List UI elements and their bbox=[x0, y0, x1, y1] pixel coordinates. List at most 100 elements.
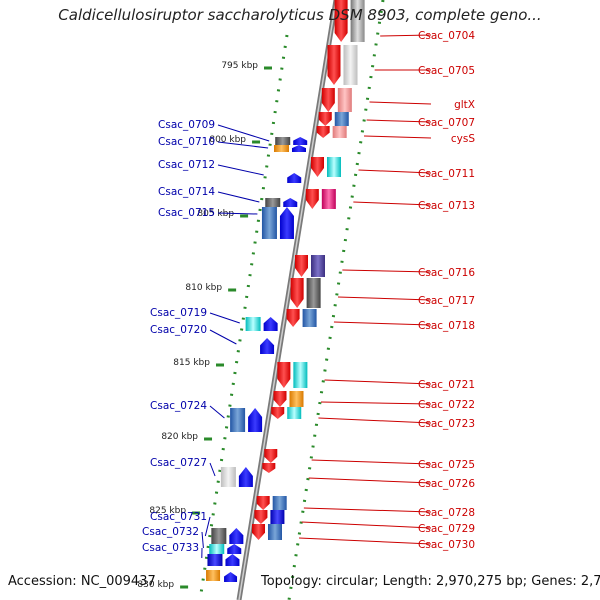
gene-label-csac-0724[interactable]: Csac_0724 bbox=[150, 400, 207, 412]
gene-block-csac-0709 bbox=[275, 137, 291, 145]
gene-arrow-csac-0730 bbox=[251, 524, 265, 540]
gene-block-cyss bbox=[332, 126, 347, 138]
track-guide-lines bbox=[198, 0, 385, 600]
ruler-tick-830-kbp: 830 kbp bbox=[137, 580, 189, 590]
leader-line-csac-0724 bbox=[209, 405, 225, 419]
gene-block-csac-0731 bbox=[211, 528, 227, 544]
gene-features bbox=[206, 0, 365, 582]
gene-label-csac-0711[interactable]: Csac_0711 bbox=[418, 168, 475, 180]
gene-label-csac-0729[interactable]: Csac_0729 bbox=[418, 523, 475, 535]
leader-line-gltx bbox=[369, 101, 432, 105]
gene-label-csac-0709[interactable]: Csac_0709 bbox=[158, 119, 215, 131]
gene-label-csac-0710[interactable]: Csac_0710 bbox=[158, 136, 215, 148]
gene-label-csac-0730[interactable]: Csac_0730 bbox=[418, 539, 475, 551]
gene-label-csac-0727[interactable]: Csac_0727 bbox=[150, 457, 207, 469]
ruler-tick-label: 815 kbp bbox=[173, 358, 210, 368]
gene-arrow-cyss bbox=[316, 126, 330, 138]
gene-label-csac-0732[interactable]: Csac_0732 bbox=[142, 526, 199, 538]
gene-arrow-csac-0731 bbox=[229, 528, 244, 544]
leader-line-csac-0717 bbox=[337, 296, 432, 301]
gene-label-csac-0712[interactable]: Csac_0712 bbox=[158, 159, 215, 171]
gene-block-csac-0707 bbox=[334, 112, 349, 126]
gene-label-csac-0728[interactable]: Csac_0728 bbox=[418, 507, 475, 519]
gene-label-csac-0722[interactable]: Csac_0722 bbox=[418, 399, 475, 411]
gene-arrow-csac-0715 bbox=[279, 207, 294, 239]
gene-label-gltx[interactable]: gltX bbox=[454, 99, 475, 111]
gene-arrow-csac-0733 bbox=[225, 554, 240, 566]
leader-line-csac-0712 bbox=[217, 164, 264, 176]
ruler-tick-label: 810 kbp bbox=[185, 283, 222, 293]
gene-label-csac-0731[interactable]: Csac_0731 bbox=[150, 511, 207, 523]
leader-line-csac-0704 bbox=[380, 34, 432, 37]
ruler-tick-label: 795 kbp bbox=[221, 61, 258, 71]
gene-arrow-csac-0704 bbox=[334, 0, 348, 42]
gene-block-csac-0730 bbox=[267, 524, 282, 540]
leader-line-csac-0719 bbox=[209, 312, 240, 324]
gene-label-csac-0705[interactable]: Csac_0705 bbox=[418, 65, 475, 77]
gene-arrow-csac-0724 bbox=[248, 408, 263, 432]
gene-labels: Csac_0704 Csac_0705 gltX Csac_0707 cysS Csac_… bbox=[142, 30, 475, 554]
gene-arrow-csac-0711 bbox=[311, 157, 325, 177]
ruler-tick-805-kbp: 805 kbp bbox=[197, 209, 249, 219]
gene-label-csac-0720[interactable]: Csac_0720 bbox=[150, 324, 207, 336]
gene-block-csac-0710 bbox=[273, 145, 289, 152]
leader-line-csac-0721 bbox=[324, 379, 432, 385]
leader-line-csac-0729 bbox=[301, 521, 432, 529]
gene-block-csac-0733 bbox=[207, 554, 223, 566]
gene-arrow-csac-0719 bbox=[263, 317, 278, 331]
gene-label-csac-0733[interactable]: Csac_0733 bbox=[142, 542, 199, 554]
ruler-tick-800-kbp: 800 kbp bbox=[209, 135, 261, 145]
gene-arrow-csac-0707 bbox=[318, 112, 332, 126]
gene-arrow-csac-0717 bbox=[290, 278, 304, 308]
gene-label-csac-0723[interactable]: Csac_0723 bbox=[418, 418, 475, 430]
gene-arrow-csac-0714 bbox=[283, 198, 298, 207]
gene-arrow-csac-0713 bbox=[305, 189, 319, 209]
map-title: Caldicellulosiruptor saccharolyticus DSM… bbox=[58, 6, 542, 24]
leader-line-cyss bbox=[363, 135, 432, 139]
ruler-tick-label: 800 kbp bbox=[209, 135, 246, 145]
gene-arrow-csac-0718 bbox=[286, 309, 300, 327]
gene-arrow-csac-0722 bbox=[273, 391, 287, 407]
gene-block-csac-0729 bbox=[270, 510, 285, 524]
gene-arrow-gltx bbox=[321, 88, 335, 112]
gene-label-csac-0714[interactable]: Csac_0714 bbox=[158, 186, 215, 198]
gene-block-gltx bbox=[337, 88, 352, 112]
ruler-tick-795-kbp: 795 kbp bbox=[221, 61, 273, 71]
gene-label-csac-0725[interactable]: Csac_0725 bbox=[418, 459, 475, 471]
gene-arrow-csac-0705 bbox=[327, 45, 341, 85]
gene-block-csac-0723 bbox=[287, 407, 302, 419]
kbp-ruler: 795 kbp 800 kbp 805 kbp 810 kbp 815 kbp 820 k… bbox=[137, 61, 273, 590]
gene-label-cyss[interactable]: cysS bbox=[451, 133, 475, 145]
gene-label-csac-0707[interactable]: Csac_0707 bbox=[418, 117, 475, 129]
gene-arrow-csac-0728 bbox=[256, 496, 270, 510]
gene-label-csac-0721[interactable]: Csac_0721 bbox=[418, 379, 475, 391]
gene-label-csac-0718[interactable]: Csac_0718 bbox=[418, 320, 475, 332]
gene-block-csac-0717 bbox=[306, 278, 321, 308]
leader-line-csac-0731 bbox=[204, 516, 211, 537]
gene-arrow-extra bbox=[224, 572, 238, 582]
leader-line-csac-0715 bbox=[217, 212, 258, 215]
leader-line-csac-0727 bbox=[209, 462, 216, 477]
gene-label-csac-0719[interactable]: Csac_0719 bbox=[150, 307, 207, 319]
gene-label-csac-0726[interactable]: Csac_0726 bbox=[418, 478, 475, 490]
gene-block-csac-0711 bbox=[327, 157, 342, 177]
gene-label-csac-0716[interactable]: Csac_0716 bbox=[418, 267, 475, 279]
gene-arrow-csac-0726 bbox=[262, 463, 276, 473]
leader-line-csac-0722 bbox=[321, 401, 432, 405]
gene-label-csac-0715[interactable]: Csac_0715 bbox=[158, 207, 215, 219]
leader-line-csac-0728 bbox=[303, 507, 432, 513]
gene-label-csac-0717[interactable]: Csac_0717 bbox=[418, 295, 475, 307]
gene-label-csac-0704[interactable]: Csac_0704 bbox=[418, 30, 475, 42]
gene-block-csac-0719 bbox=[245, 317, 261, 331]
gene-label-csac-0713[interactable]: Csac_0713 bbox=[418, 200, 475, 212]
gene-arrow-csac-0710 bbox=[291, 145, 306, 152]
topology-label: Topology: circular; Length: 2,970,275 bp… bbox=[261, 574, 600, 589]
gene-block-csac-0716 bbox=[310, 255, 325, 277]
gene-block-csac-0705 bbox=[343, 45, 358, 85]
gene-block-csac-0704 bbox=[350, 0, 365, 42]
accession-label: Accession: NC_009437 bbox=[8, 574, 156, 589]
leader-line-csac-0716 bbox=[342, 269, 432, 273]
gene-arrow-csac-0725 bbox=[264, 449, 278, 463]
gene-block-csac-0713 bbox=[321, 189, 336, 209]
